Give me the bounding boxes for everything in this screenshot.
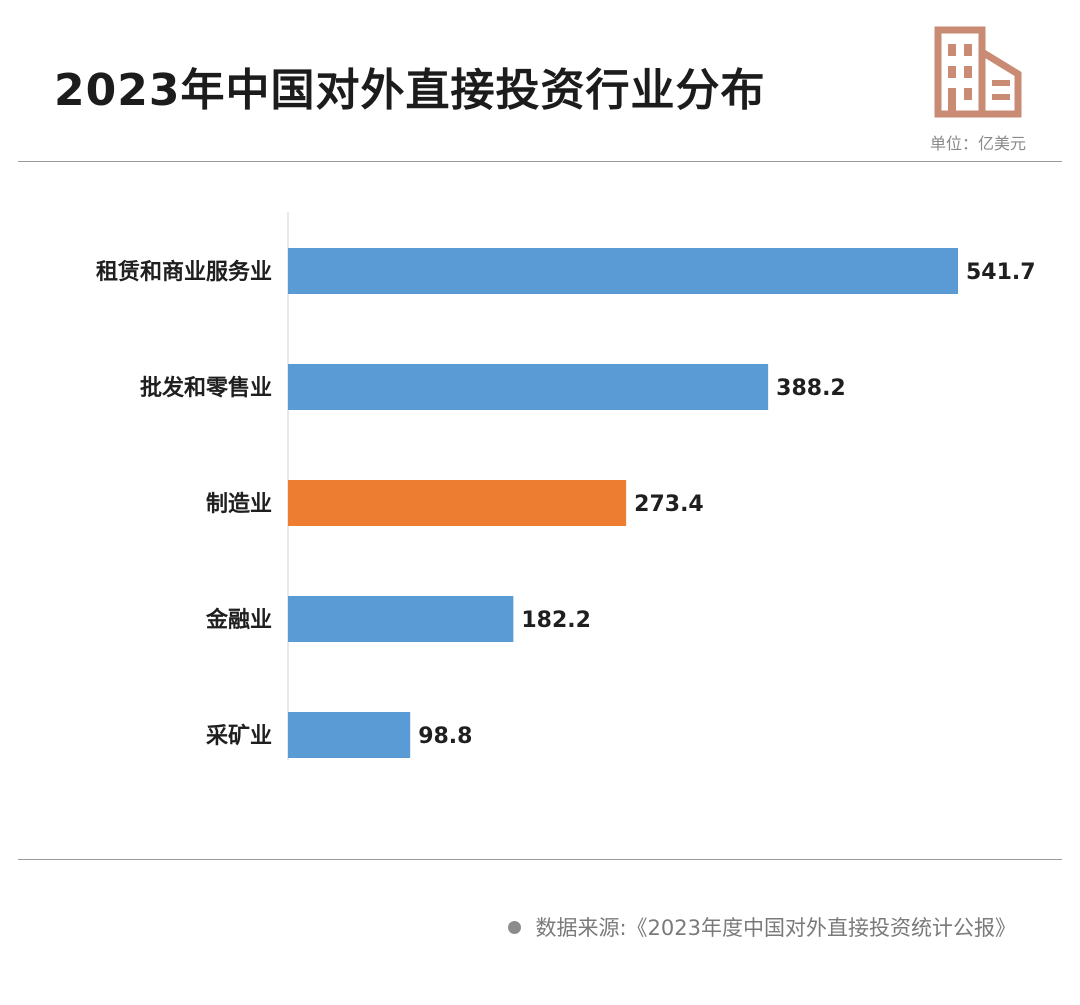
category-label: 租赁和商业服务业 <box>96 259 272 285</box>
bar <box>288 248 958 294</box>
bar <box>288 712 411 758</box>
value-label: 182.2 <box>521 608 591 633</box>
value-label: 541.7 <box>966 260 1036 285</box>
bar <box>288 596 514 642</box>
data-source: 数据来源:《2023年度中国对外直接投资统计公报》 <box>508 912 1016 942</box>
value-label: 388.2 <box>776 376 846 401</box>
top-divider <box>18 161 1062 162</box>
value-label: 98.8 <box>418 724 472 749</box>
bar <box>288 364 769 410</box>
chart-title: 2023年中国对外直接投资行业分布 <box>54 65 766 116</box>
bar <box>288 480 627 526</box>
bottom-divider <box>18 859 1062 860</box>
source-text: 数据来源:《2023年度中国对外直接投资统计公报》 <box>535 916 1016 940</box>
category-label: 采矿业 <box>206 723 272 749</box>
bullet-icon <box>508 920 522 934</box>
building-icon <box>934 26 1022 118</box>
unit-label: 单位：亿美元 <box>929 134 1026 153</box>
category-label: 制造业 <box>206 492 272 517</box>
category-label: 批发和零售业 <box>140 375 272 401</box>
value-label: 273.4 <box>634 492 704 517</box>
category-label: 金融业 <box>205 607 272 633</box>
